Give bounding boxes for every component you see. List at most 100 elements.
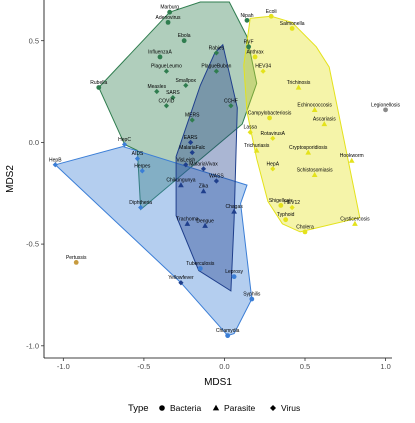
- point-trachoma: [184, 220, 191, 226]
- legend-label-parasite: Parasite: [224, 403, 255, 413]
- point-pertussis: [73, 259, 79, 265]
- hull-navy-2: [175, 43, 238, 292]
- label-aids: AIDS: [132, 151, 144, 157]
- label-legionellosis: Legionellosis: [371, 102, 400, 108]
- label-yellowfever: Yellowfever: [168, 275, 194, 281]
- point-dengue: [202, 222, 208, 228]
- point-legionellosis: [383, 107, 388, 113]
- label-dengue: Dengue: [196, 218, 214, 224]
- point-influenzaa: [157, 54, 163, 60]
- point-rvf: [246, 44, 252, 50]
- label-rvf: RVF: [244, 39, 254, 45]
- legend-label-virus: Virus: [281, 403, 300, 413]
- point-visleish: [183, 162, 189, 168]
- x-tick-label: -1.0: [57, 362, 70, 371]
- label-anthrax: Anthrax: [246, 49, 264, 55]
- legend: Type Bacteria Parasite Virus: [128, 403, 300, 414]
- point-hepc: [121, 141, 128, 148]
- label-hepb: HepB: [49, 157, 62, 163]
- label-ears: EARS: [184, 135, 198, 141]
- label-hev34: HEV34: [255, 64, 271, 70]
- label-zika: Zika: [199, 184, 209, 190]
- label-ascariasis: Ascariasis: [313, 117, 336, 123]
- label-covid: COVID: [159, 98, 175, 104]
- points-layer: [52, 9, 388, 339]
- point-salmonella: [289, 26, 295, 31]
- label-cryptosporidiosis: Cryptosporidiosis: [289, 145, 328, 151]
- label-pertussis: Pertussis: [66, 255, 87, 261]
- point-plaguebubon: [213, 68, 219, 74]
- point-schistosomiasis: [311, 171, 318, 178]
- label-smallpox: Smallpox: [175, 78, 196, 84]
- label-plaguebubon: PlagueBubon: [201, 64, 231, 70]
- y-tick-label: 0.5: [29, 36, 39, 45]
- point-hev34: [260, 68, 266, 74]
- point-hookworm: [348, 157, 355, 163]
- point-cryptosporidiosis: [305, 149, 312, 155]
- label-influenzaa: InfluenzaA: [148, 49, 172, 55]
- axes-layer: -1.0 -0.5 0.0 0.5 1.0 -1.0 -0.5 0.0 0.5: [26, 0, 392, 371]
- point-mers: [189, 117, 195, 123]
- label-trachoma: Trachoma: [176, 216, 199, 222]
- point-hepb: [52, 162, 58, 168]
- point-cchf: [228, 103, 234, 109]
- label-plagueleumo: PlagueLeumo: [151, 64, 182, 70]
- point-diphtheria: [138, 204, 144, 211]
- point-herpes: [139, 168, 145, 174]
- point-covid: [163, 103, 170, 109]
- legend-key-virus: [270, 405, 276, 411]
- point-syphilis: [249, 296, 255, 302]
- point-ecoli: [268, 13, 274, 19]
- label-trichinosis: Trichinosis: [287, 80, 311, 86]
- label-cysticercosis: Cysticercosis: [340, 216, 370, 222]
- y-tick-label: -0.5: [26, 240, 39, 249]
- point-malariavivax: [200, 166, 207, 172]
- label-salmonella: Salmonella: [280, 21, 305, 27]
- point-ebola: [181, 38, 187, 44]
- point-trichuriasis: [253, 147, 260, 153]
- point-nipah: [244, 17, 250, 23]
- label-herpes: Herpes: [134, 163, 151, 169]
- point-marburg: [167, 9, 173, 15]
- label-ebola: Ebola: [178, 33, 191, 39]
- point-smallpox: [183, 82, 189, 89]
- label-nipah: Nipah: [240, 13, 253, 19]
- label-marburg: Marburg: [160, 5, 179, 11]
- point-labels-layer: Marburg Adenovirus Nipah Ebola InfluenzaA Rub…: [49, 5, 400, 334]
- label-trichuriasis: Trichuriasis: [244, 143, 270, 149]
- label-rubella: Rubella: [90, 80, 107, 86]
- label-hepc: HepC: [118, 137, 131, 143]
- x-tick-label: 1.0: [380, 362, 390, 371]
- label-mers: MERS: [185, 113, 200, 119]
- label-hepa: HepA: [267, 161, 280, 167]
- label-campylobacteriosis: Campylobacteriosis: [248, 110, 292, 116]
- point-ears: [188, 139, 194, 145]
- point-yellowfever: [178, 280, 184, 286]
- label-wass: WASS: [209, 174, 224, 180]
- label-malariafalc: MalariaFalc: [179, 145, 205, 151]
- point-adenovirus: [165, 19, 171, 25]
- label-leprosy: Leprosy: [225, 269, 243, 275]
- label-echinococcosis: Echinococcosis: [297, 102, 332, 108]
- point-anthrax: [252, 54, 258, 60]
- point-sars: [170, 95, 176, 101]
- legend-title: Type: [128, 403, 149, 414]
- y-tick-label: -1.0: [26, 341, 39, 350]
- point-cysticercosis: [352, 220, 358, 226]
- point-rubella: [96, 85, 102, 90]
- point-echinococcosis: [311, 106, 318, 112]
- label-hookworm: Hookworm: [340, 153, 364, 159]
- label-malariavivax: MalariaVivax: [189, 161, 218, 167]
- label-adenovirus: Adenovirus: [156, 15, 182, 21]
- point-chagas: [231, 208, 237, 214]
- label-tuberculosis: Tuberculosis: [186, 261, 215, 267]
- point-zika: [200, 188, 207, 194]
- point-plagueleumo: [163, 68, 170, 74]
- label-shigellosis: Shigellosis: [269, 198, 293, 204]
- label-ecoli: Ecoli: [266, 9, 277, 15]
- point-aids: [134, 156, 141, 162]
- label-typhoid: Typhoid: [277, 212, 295, 218]
- point-shigellosis: [278, 203, 284, 208]
